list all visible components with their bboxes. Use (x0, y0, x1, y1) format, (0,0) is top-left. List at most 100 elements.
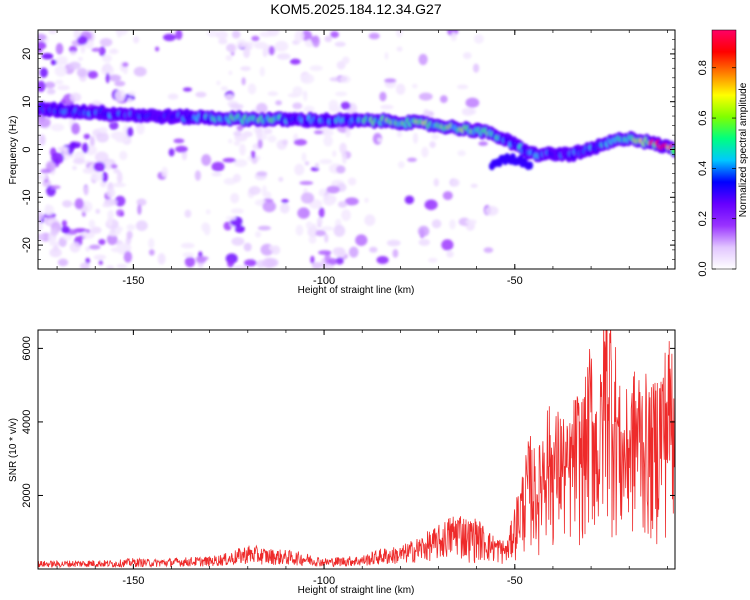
spectrogram-cell (195, 91, 207, 98)
y-tick-label: 2000 (21, 483, 33, 507)
spectrogram-cell (38, 41, 47, 50)
spectrogram-cell (294, 163, 305, 176)
spectrogram-cell (96, 131, 109, 143)
ridge-core (671, 147, 675, 155)
spectrogram-cell (182, 252, 195, 258)
spectrogram-cell (231, 30, 241, 39)
spectrogram-cell (294, 30, 305, 43)
spectrogram-cell (205, 209, 211, 215)
spectrogram-cell (461, 107, 475, 116)
spectrogram-cell (292, 86, 303, 97)
spectrogram-cell (98, 126, 108, 134)
spectrogram-cell (304, 161, 310, 166)
spectrogram-cell (173, 138, 185, 144)
spectrogram-cell (81, 142, 89, 154)
spectrogram-cell (339, 142, 347, 154)
spectrogram-cell (312, 35, 320, 48)
spectrogram-cell (439, 95, 448, 103)
spectrogram-cell (69, 92, 82, 103)
spectrogram-cell (309, 65, 323, 72)
spectrogram-cell (396, 131, 402, 138)
spectrogram-cell (324, 233, 329, 243)
spectrogram-cell (248, 186, 261, 195)
spectrogram-ylabel: Frequency (Hz) (8, 116, 19, 185)
spectrogram-cell (70, 51, 77, 56)
spectrogram-cell (267, 30, 280, 37)
spectrogram-cell (85, 229, 91, 233)
spectrogram-cell (38, 33, 47, 41)
spectrogram-cell (73, 157, 86, 165)
spectrogram-cell (126, 230, 133, 240)
spectrogram-cell (115, 30, 128, 36)
spectrogram-cell (421, 146, 429, 158)
spectrogram-cell (136, 198, 147, 206)
spectrogram-cell (38, 174, 48, 180)
spectrogram-cell (203, 223, 211, 236)
spectrogram-cell (110, 131, 125, 140)
spectrogram-cell (69, 242, 81, 253)
spectrogram-cell (233, 130, 242, 137)
spectrogram-cell (83, 185, 89, 196)
colorbar-tick-label: 0.0 (697, 261, 709, 276)
spectrogram-cell (478, 141, 488, 146)
y-tick-label: -20 (21, 237, 33, 253)
spectrogram-cell (329, 77, 342, 82)
spectrogram-cell (278, 176, 284, 182)
spectrogram-cell (182, 87, 193, 92)
spectrogram-cell (450, 32, 457, 42)
spectrogram-cell (77, 35, 88, 45)
spectrogram-cell (251, 35, 260, 42)
spectrogram-cell (424, 199, 438, 211)
spectrogram-ridge (38, 101, 675, 171)
colorbar-label: Normalized spectral amplitude (738, 82, 749, 217)
spectrogram-cell (135, 220, 148, 231)
spectrogram-cell (251, 150, 256, 159)
spectrogram-cell (280, 203, 290, 214)
spectrogram-cell (136, 122, 145, 135)
spectrogram-cell (384, 78, 397, 83)
spectrogram-cell (115, 137, 130, 143)
spectrogram-cell (55, 79, 64, 85)
spectrogram-cell (230, 208, 244, 214)
spectrogram-cell (240, 66, 251, 71)
spectrogram-cell (175, 145, 188, 153)
spectrogram-cell (377, 137, 382, 143)
spectrogram-cell (50, 185, 61, 190)
snr-panel: -150 -100 -50 2000 4000 6000 Height of straig… (8, 329, 676, 596)
x-tick-label: -100 (313, 275, 335, 287)
spectrogram-cell (465, 219, 477, 225)
spectrogram-cell (268, 45, 275, 56)
spectrogram-cell (259, 66, 265, 77)
x-tick-label: -50 (507, 275, 523, 287)
spectrogram-cell (341, 209, 351, 222)
spectrogram-cell (342, 152, 347, 165)
spectrogram-cell (267, 135, 277, 143)
spectrogram-cell (324, 35, 333, 43)
spectrogram-cell (228, 138, 233, 144)
snr-series (38, 330, 675, 569)
spectrogram-cell (184, 256, 196, 268)
x-tick-label: -150 (122, 575, 144, 587)
spectrogram-cell (70, 141, 76, 150)
spectrogram-cell (268, 245, 274, 251)
spectrogram-cell (301, 152, 307, 162)
spectrogram-cell (81, 230, 95, 239)
spectrogram-cell (261, 185, 267, 198)
spectrogram-cell (211, 172, 222, 177)
spectrogram-cell (211, 161, 225, 172)
spectrogram-cell (386, 239, 401, 247)
spectrogram-cell (110, 164, 118, 169)
spectrogram-cell (300, 192, 315, 204)
spectrogram-cell (253, 41, 268, 50)
spectrogram-cell (106, 233, 118, 246)
spectrogram-cell (376, 256, 389, 264)
spectrogram-cell (38, 221, 44, 232)
spectrogram-cell (167, 93, 179, 100)
spectrogram-cell (314, 162, 320, 169)
spectrogram-cell (297, 207, 310, 219)
x-tick-label: -100 (313, 575, 335, 587)
spectrogram-cell (95, 208, 101, 214)
spectrogram-cell (157, 253, 166, 265)
spectrogram-cell (369, 246, 378, 253)
spectrogram-cell (40, 168, 51, 174)
